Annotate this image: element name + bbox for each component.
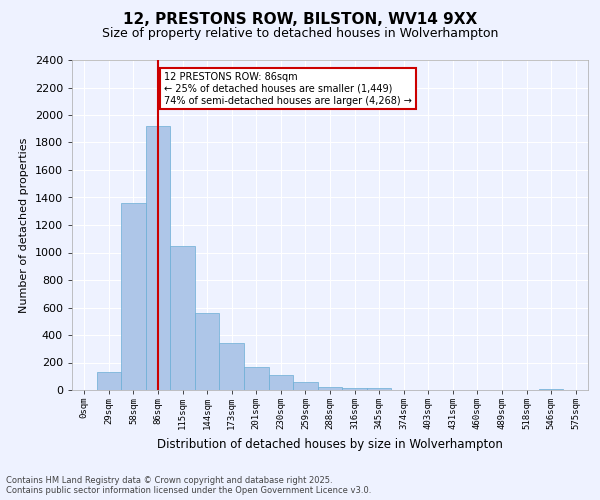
Bar: [539, 388, 563, 390]
Bar: [97, 372, 121, 390]
Text: Size of property relative to detached houses in Wolverhampton: Size of property relative to detached ho…: [102, 28, 498, 40]
Bar: [342, 388, 367, 390]
Bar: [318, 386, 342, 390]
Text: 12 PRESTONS ROW: 86sqm
← 25% of detached houses are smaller (1,449)
74% of semi-: 12 PRESTONS ROW: 86sqm ← 25% of detached…: [164, 72, 412, 106]
Text: Contains HM Land Registry data © Crown copyright and database right 2025.
Contai: Contains HM Land Registry data © Crown c…: [6, 476, 371, 495]
Bar: [220, 343, 244, 390]
Bar: [121, 203, 146, 390]
Y-axis label: Number of detached properties: Number of detached properties: [19, 138, 29, 312]
Bar: [170, 246, 195, 390]
X-axis label: Distribution of detached houses by size in Wolverhampton: Distribution of detached houses by size …: [157, 438, 503, 450]
Bar: [244, 368, 269, 390]
Bar: [269, 375, 293, 390]
Bar: [293, 382, 318, 390]
Text: 12, PRESTONS ROW, BILSTON, WV14 9XX: 12, PRESTONS ROW, BILSTON, WV14 9XX: [123, 12, 477, 28]
Bar: [367, 388, 391, 390]
Bar: [146, 126, 170, 390]
Bar: [195, 313, 220, 390]
